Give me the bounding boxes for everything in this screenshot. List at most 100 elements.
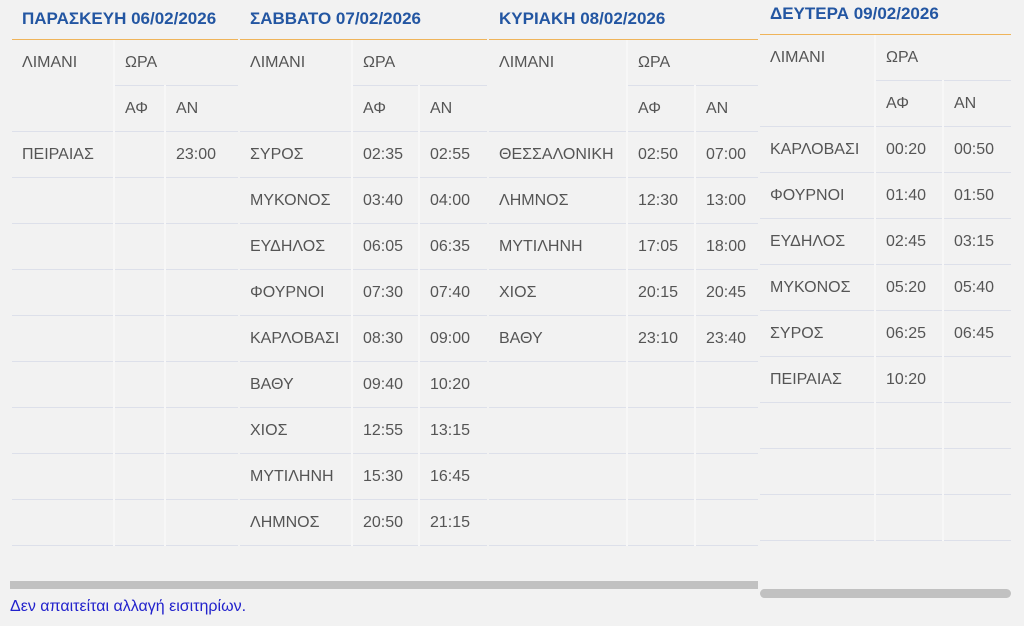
arrival-cell: 03:15 (943, 218, 1011, 265)
arrival-cell (695, 361, 758, 408)
port-cell: ΠΕΙΡΑΙΑΣ (760, 356, 876, 403)
table-row: ΧΙΟΣ 12:55 13:15 (240, 407, 487, 454)
port-cell: ΚΑΡΛΟΒΑΣΙ (240, 315, 353, 362)
day-schedule: ΚΥΡΙΑΚΗ 08/02/2026 ΛΙΜΑΝΙ ΩΡΑ ΑΦ ΑΝ ΘΕΣΣΑΛΟΝΙ… (489, 0, 758, 546)
port-cell (12, 177, 115, 224)
arrival-header: ΑΝ (419, 85, 487, 132)
port-cell: ΜΥΚΟΝΟΣ (240, 177, 353, 224)
departure-cell: 02:50 (627, 131, 696, 178)
table-row: ΜΥΤΙΛΗΝΗ 17:05 18:00 (489, 223, 758, 270)
time-header: ΩΡΑ (627, 40, 758, 86)
horizontal-scrollbar[interactable] (10, 581, 758, 589)
table-row: ΒΑΘΥ 09:40 10:20 (240, 361, 487, 408)
table-row: ΛΗΜΝΟΣ 20:50 21:15 (240, 499, 487, 546)
day-schedule: ΠΑΡΑΣΚΕΥΗ 06/02/2026 ΛΙΜΑΝΙ ΩΡΑ ΑΦ ΑΝ ΠΕΙΡΑΙΑ… (12, 0, 238, 546)
departure-cell: 12:55 (352, 407, 420, 454)
departure-cell: 08:30 (352, 315, 420, 362)
arrival-cell: 06:35 (419, 223, 487, 270)
port-cell (12, 453, 115, 500)
day-schedule: ΔΕΥΤΕΡΑ 09/02/2026 ΛΙΜΑΝΙ ΩΡΑ ΑΦ ΑΝ ΚΑΡΛΟΒΑΣΙ… (760, 0, 1011, 541)
arrival-cell: 07:40 (419, 269, 487, 316)
table-row (12, 499, 238, 546)
port-cell: ΣΥΡΟΣ (760, 310, 876, 357)
arrival-cell (695, 453, 758, 500)
port-cell: ΜΥΤΙΛΗΝΗ (240, 453, 353, 500)
day-title: ΔΕΥΤΕΡΑ 09/02/2026 (760, 0, 1011, 35)
port-cell: ΛΗΜΝΟΣ (489, 177, 628, 224)
departure-cell: 07:30 (352, 269, 420, 316)
arrival-cell (943, 448, 1011, 495)
departure-cell: 17:05 (627, 223, 696, 270)
arrival-cell: 02:55 (419, 131, 487, 178)
table-row: ΜΥΚΟΝΟΣ 05:20 05:40 (760, 264, 1011, 311)
departure-cell (114, 223, 166, 270)
departure-cell (114, 269, 166, 316)
arrival-cell (943, 402, 1011, 449)
departure-cell (875, 448, 944, 495)
schedule-table: ΛΙΜΑΝΙ ΩΡΑ ΑΦ ΑΝ ΘΕΣΣΑΛΟΝΙΚΗ 02:50 07:00 ΛΗΜΝΟΣ… (489, 40, 758, 546)
departure-cell: 02:45 (875, 218, 944, 265)
departure-cell: 05:20 (875, 264, 944, 311)
port-cell (489, 407, 628, 454)
arrival-cell: 09:00 (419, 315, 487, 362)
arrival-cell: 01:50 (943, 172, 1011, 219)
port-cell: ΣΥΡΟΣ (240, 131, 353, 178)
arrival-cell: 16:45 (419, 453, 487, 500)
table-row (12, 223, 238, 270)
departure-cell: 03:40 (352, 177, 420, 224)
table-row: ΠΕΙΡΑΙΑΣ 23:00 (12, 131, 238, 178)
table-row (12, 361, 238, 408)
port-cell: ΕΥΔΗΛΟΣ (760, 218, 876, 265)
port-cell (12, 499, 115, 546)
table-row (489, 453, 758, 500)
departure-header: ΑΦ (627, 85, 696, 132)
departure-cell (114, 499, 166, 546)
departure-header: ΑΦ (875, 80, 944, 127)
table-row: ΠΕΙΡΑΙΑΣ 10:20 (760, 356, 1011, 403)
arrival-cell (695, 499, 758, 546)
port-cell (489, 499, 628, 546)
port-header: ΛΙΜΑΝΙ (240, 40, 353, 86)
arrival-cell (165, 269, 238, 316)
departure-cell: 09:40 (352, 361, 420, 408)
departure-cell: 15:30 (352, 453, 420, 500)
port-cell: ΚΑΡΛΟΒΑΣΙ (760, 126, 876, 173)
arrival-cell (165, 223, 238, 270)
departure-cell (114, 131, 166, 178)
table-row (489, 361, 758, 408)
departure-cell (875, 494, 944, 541)
table-row: ΚΑΡΛΟΒΑΣΙ 08:30 09:00 (240, 315, 487, 362)
header-row: ΑΦ ΑΝ (760, 80, 1011, 127)
day-title: ΠΑΡΑΣΚΕΥΗ 06/02/2026 (12, 0, 238, 40)
departure-header: ΑΦ (352, 85, 420, 132)
port-cell: ΧΙΟΣ (489, 269, 628, 316)
table-row: ΜΥΤΙΛΗΝΗ 15:30 16:45 (240, 453, 487, 500)
port-cell (12, 407, 115, 454)
departure-cell: 23:10 (627, 315, 696, 362)
table-row: ΣΥΡΟΣ 02:35 02:55 (240, 131, 487, 178)
departure-cell: 02:35 (352, 131, 420, 178)
table-row (12, 407, 238, 454)
table-row: ΘΕΣΣΑΛΟΝΙΚΗ 02:50 07:00 (489, 131, 758, 178)
departure-cell: 12:30 (627, 177, 696, 224)
port-cell: ΦΟΥΡΝΟΙ (240, 269, 353, 316)
port-cell: ΒΑΘΥ (240, 361, 353, 408)
header-row: ΑΦ ΑΝ (489, 85, 758, 132)
arrival-cell (943, 494, 1011, 541)
port-cell (760, 494, 876, 541)
port-cell: ΜΥΚΟΝΟΣ (760, 264, 876, 311)
horizontal-scrollbar-monday[interactable] (760, 589, 1011, 598)
arrival-cell: 00:50 (943, 126, 1011, 173)
port-cell (12, 269, 115, 316)
port-cell: ΧΙΟΣ (240, 407, 353, 454)
table-row: ΦΟΥΡΝΟΙ 07:30 07:40 (240, 269, 487, 316)
port-cell: ΕΥΔΗΛΟΣ (240, 223, 353, 270)
table-row (489, 407, 758, 454)
arrival-cell (165, 407, 238, 454)
departure-cell: 00:20 (875, 126, 944, 173)
departure-cell (114, 453, 166, 500)
departure-cell (627, 407, 696, 454)
port-cell (12, 361, 115, 408)
table-row (12, 269, 238, 316)
table-row (12, 453, 238, 500)
